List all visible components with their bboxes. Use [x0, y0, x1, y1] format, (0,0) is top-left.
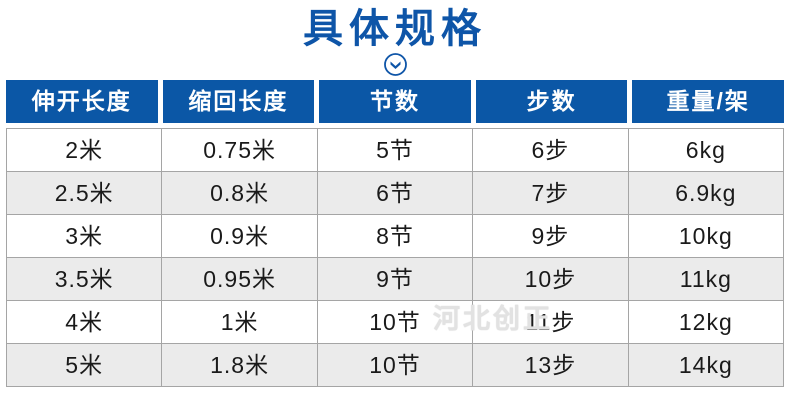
table-cell: 7步 [473, 172, 629, 214]
table-cell: 6步 [473, 129, 629, 171]
table-cell: 10节 [318, 344, 474, 386]
column-header-0: 伸开长度 [6, 80, 158, 123]
table-cell: 14kg [678, 352, 733, 378]
table-cell: 5节 [318, 129, 474, 171]
table-cell: 2米 [7, 129, 163, 171]
table-row: 4米 1米 10节 11步 12kg [7, 301, 783, 344]
page-title: 具体规格 [303, 7, 487, 51]
table-cell: 0.8米 [162, 172, 318, 214]
table-row: 3米 0.9米 8节 9步 10kg [7, 215, 783, 258]
table-row: 3.5米 0.95米 9节 10步 11kg [7, 258, 783, 301]
table-cell: 1米 [162, 301, 318, 343]
table-cell: 5米 [7, 344, 163, 386]
table-body: 2米 0.75米 5节 6步 6kg 2.5米 0.8米 6节 7步 6.9kg 3米 0.9米 8节 9… [6, 128, 784, 387]
table-header-row: 伸开长度 缩回长度 节数 步数 重量/架 [6, 80, 784, 123]
chevron-down-circle-icon [0, 52, 790, 78]
table-cell: 4米 [7, 301, 163, 343]
table-cell: 13步 [473, 344, 629, 386]
table-cell: 3.5米 [7, 258, 163, 300]
table-cell: 0.75米 [162, 129, 318, 171]
table-cell: 6节 [318, 172, 474, 214]
table-row: 5米 1.8米 10节 13步 14kg [7, 344, 783, 386]
table-cell: 2.5米 [7, 172, 163, 214]
table-cell: 6.9kg [675, 180, 737, 206]
table-row: 2米 0.75米 5节 6步 6kg [7, 129, 783, 172]
table-cell: 0.9米 [162, 215, 318, 257]
table-cell: 9步 [473, 215, 629, 257]
table-cell: 12kg [678, 309, 733, 335]
table-cell: 11kg [679, 266, 732, 292]
spec-table: 伸开长度 缩回长度 节数 步数 重量/架 2米 0.75米 5节 6步 6kg 2.5米 0.8米 6… [6, 80, 784, 387]
table-cell: 9节 [318, 258, 474, 300]
column-header-3: 步数 [475, 80, 628, 123]
chevron-down-circle-glyph [383, 53, 407, 76]
column-header-1: 缩回长度 [162, 80, 315, 123]
table-row: 2.5米 0.8米 6节 7步 6.9kg [7, 172, 783, 215]
column-header-4: 重量/架 [632, 80, 784, 123]
table-cell: 1.8米 [162, 344, 318, 386]
table-cell: 10kg [678, 223, 733, 249]
table-cell: 11步 [473, 301, 629, 343]
table-cell: 8节 [318, 215, 474, 257]
table-cell: 3米 [7, 215, 163, 257]
table-cell: 6kg [685, 137, 726, 163]
table-cell: 10步 [473, 258, 629, 300]
table-cell: 10节 [318, 301, 474, 343]
table-cell: 0.95米 [162, 258, 318, 300]
column-header-2: 节数 [319, 80, 471, 123]
